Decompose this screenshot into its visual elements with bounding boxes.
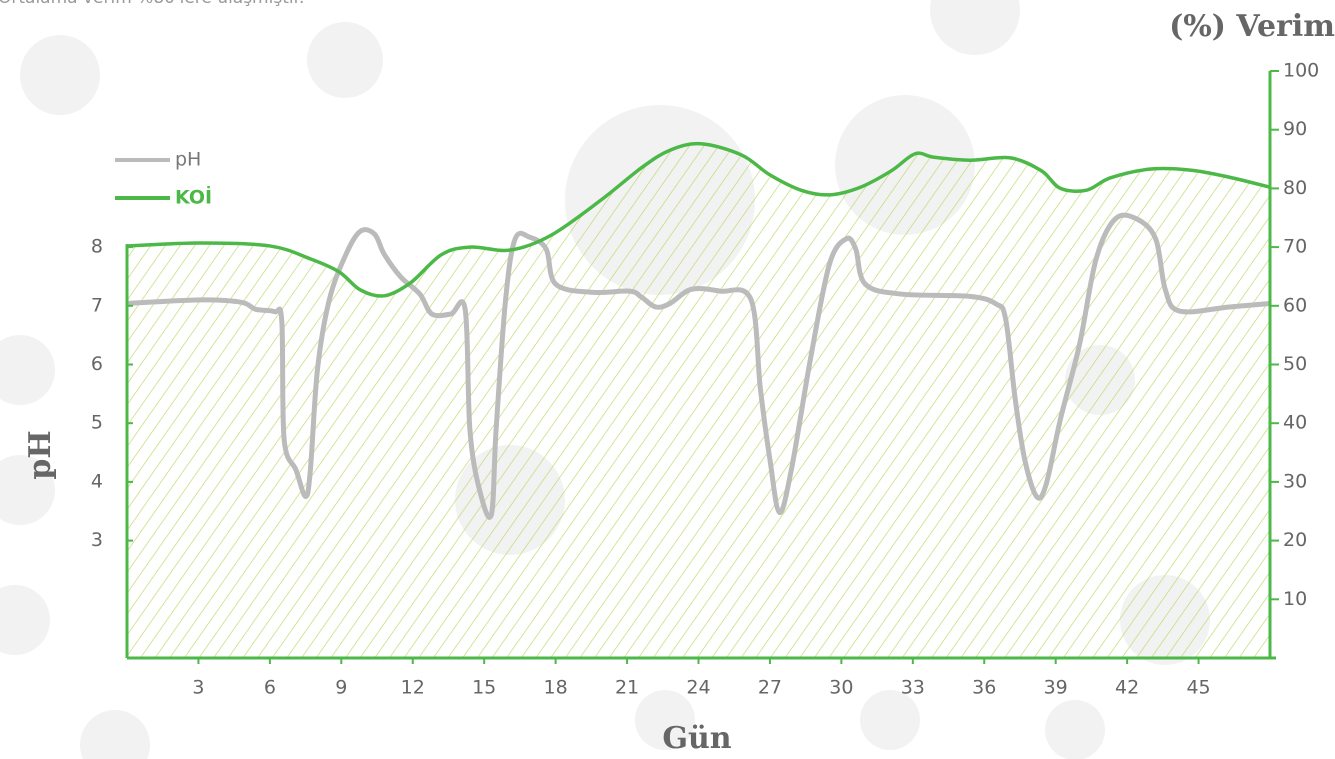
x-tick-label: 9	[335, 677, 347, 699]
y2-tick-label: 60	[1283, 294, 1307, 316]
x-tick-label: 21	[615, 677, 639, 699]
x-tick-label: 33	[901, 677, 925, 699]
y-tick-label: 3	[91, 529, 103, 551]
y2-tick-label: 40	[1283, 412, 1307, 434]
x-tick-label: 39	[1044, 677, 1068, 699]
y2-tick-label: 80	[1283, 177, 1307, 199]
y2-tick-label: 10	[1283, 588, 1307, 610]
x-tick-label: 30	[829, 677, 853, 699]
x-tick-label: 24	[686, 677, 710, 699]
y2-tick-label: 90	[1283, 118, 1307, 140]
x-tick-label: 36	[972, 677, 996, 699]
y-tick-label: 6	[91, 353, 103, 375]
y-tick-label: 5	[91, 412, 103, 434]
y-tick-label: 7	[91, 294, 103, 316]
y2-tick-label: 70	[1283, 236, 1307, 258]
y2-tick-label: 20	[1283, 529, 1307, 551]
subtitle: Ortalama verim %80'lere ulaşmıştır.	[0, 0, 304, 8]
x-axis-title: Gün	[662, 721, 731, 756]
x-tick-label: 45	[1186, 677, 1210, 699]
x-tick-label: 12	[401, 677, 425, 699]
x-tick-label: 27	[758, 677, 782, 699]
x-tick-label: 15	[472, 677, 496, 699]
y-tick-label: 4	[91, 470, 103, 492]
x-tick-label: 6	[264, 677, 276, 699]
chart: Ortalama verim %80'lere ulaşmıştır. (%) …	[0, 0, 1335, 759]
y-tick-label: 8	[91, 236, 103, 258]
x-tick-label: 42	[1115, 677, 1139, 699]
y2-tick-label: 30	[1283, 470, 1307, 492]
y2-axis-title: (%) Verim	[1169, 9, 1335, 44]
x-tick-label: 3	[192, 677, 204, 699]
area	[127, 144, 1270, 658]
y-axis-title: pH	[23, 430, 58, 479]
x-tick-label: 18	[544, 677, 568, 699]
legend-label: KOİ	[175, 185, 212, 209]
y2-tick-label: 50	[1283, 353, 1307, 375]
y2-tick-label: 100	[1283, 60, 1319, 82]
legend-label: pH	[175, 149, 201, 171]
